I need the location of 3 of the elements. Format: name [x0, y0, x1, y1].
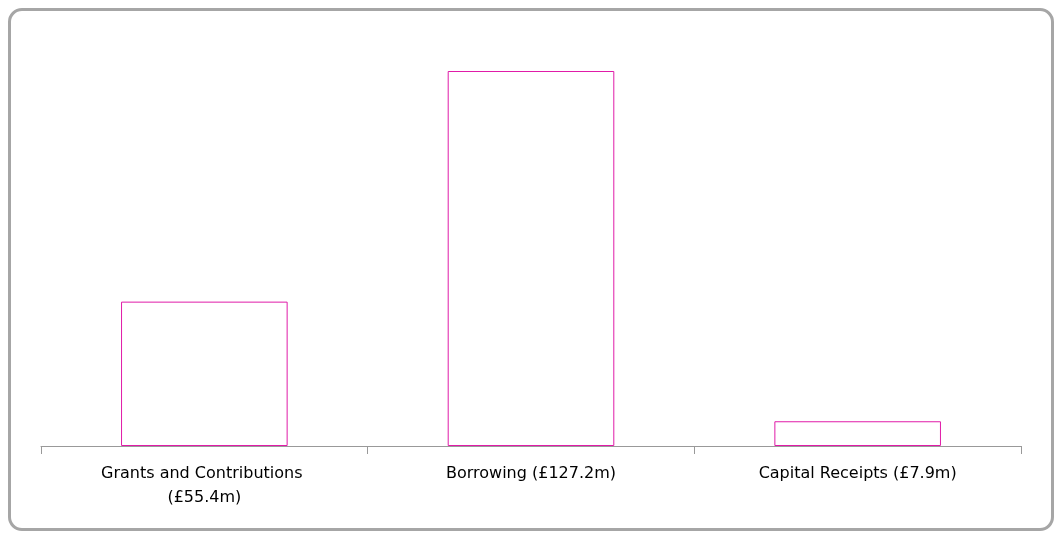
x-tick-label: Grants and Contributions (£55.4m) — [101, 462, 308, 506]
x-tick-label: Borrowing (£127.2m) — [445, 462, 617, 482]
x-tick-label: Capital Receipts (£7.9m) — [758, 462, 957, 482]
